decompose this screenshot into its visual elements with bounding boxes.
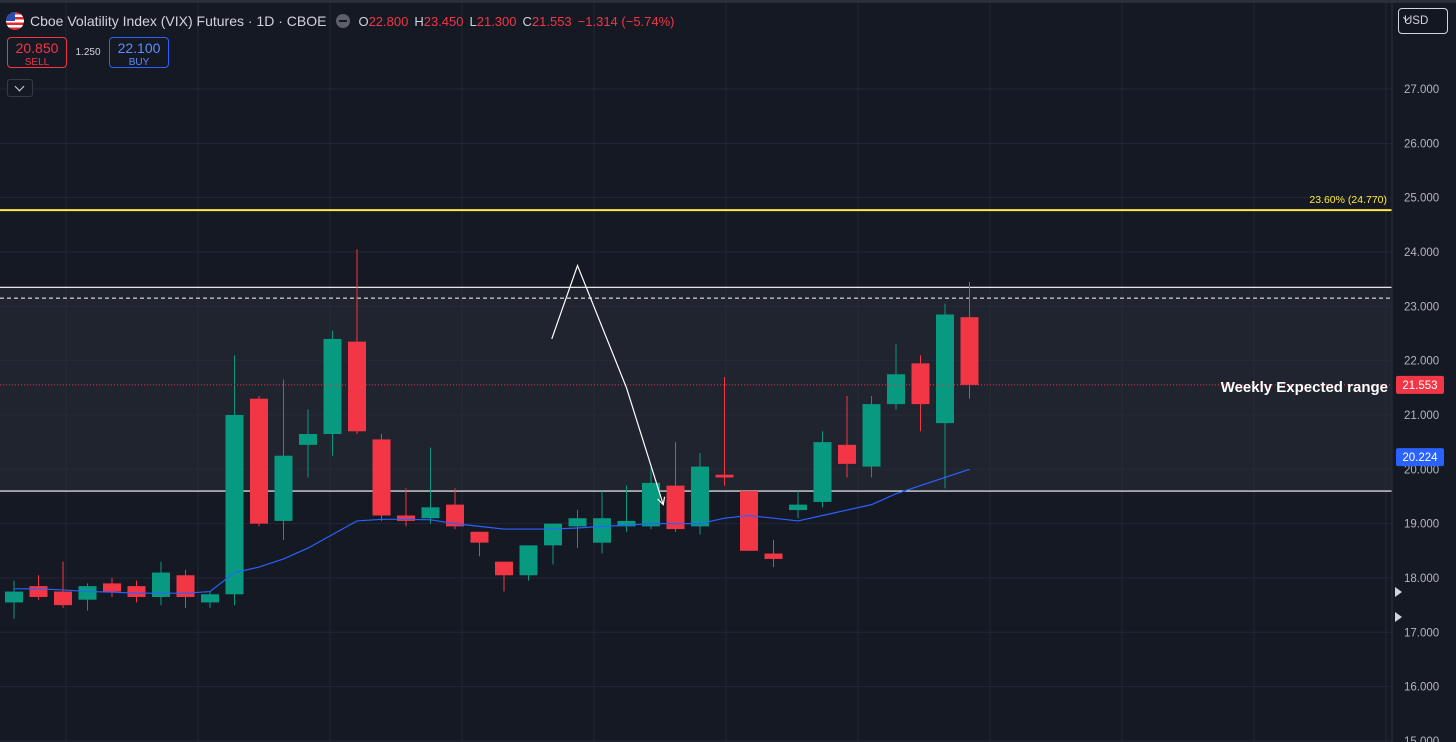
ma-value-tag: 20.224 [1402,452,1438,464]
candlestick-series [5,249,979,619]
price-tick-label: 25.000 [1404,193,1439,205]
candle-down [348,341,366,432]
expected-range-zone [0,286,1392,492]
candle-down [250,398,268,524]
candle-up [617,520,636,527]
projection-arrowhead [657,496,666,506]
sell-price: 20.850 [15,40,59,56]
candle-down [911,363,930,405]
trade-panel: 20.850 SELL 1.250 22.100 BUY [7,37,169,68]
candle-down [838,444,856,464]
currency-label: USD [1404,15,1429,27]
candle-down [397,515,415,521]
close-label: C [522,13,532,29]
price-axis-background [1392,3,1456,742]
buy-label: BUY [128,57,150,68]
range-fill [0,287,1392,492]
price-tick-label: 23.000 [1404,301,1439,313]
projection-path [551,263,664,505]
ma-value-tag-bg [1396,448,1444,467]
price-tick-label: 18.000 [1404,573,1439,585]
candle-down [127,586,146,597]
high-label: H [414,13,424,29]
candle-up [642,482,660,527]
currency-select[interactable]: USD [1398,8,1448,34]
candle-up [421,507,440,519]
us-flag-icon [6,12,24,30]
candle-up [299,433,317,445]
price-tick-label: 20.000 [1404,464,1439,476]
candle-down [495,561,513,576]
change-value: −1.314 (−5.74%) [577,13,675,29]
axis-marker-icon [1395,612,1402,622]
candle-up [544,523,562,546]
candle-up [936,314,954,424]
collapse-button[interactable] [7,79,33,97]
candle-down [715,474,734,478]
price-tick-label: 15.000 [1404,736,1439,742]
high-value: 23.450 [423,13,464,29]
candle-up [225,414,244,595]
buy-button[interactable]: 22.100 BUY [109,37,169,68]
chart-overlays: 23.60% (24.770) Weekly Expected range [0,194,1392,594]
price-tick-label: 24.000 [1404,247,1439,259]
candle-down [372,439,391,516]
fib-level-label: 23.60% (24.770) [1309,194,1387,206]
candle-up [323,338,342,434]
candle-down [176,575,195,597]
buy-price: 22.100 [117,40,161,56]
price-axis: 27.000 26.000 25.000 24.000 23.000 22.000 21.0… [1391,3,1456,742]
candle-up [813,442,832,502]
candle-up [5,591,23,603]
open-label: O [358,13,369,29]
candle-down [960,317,979,385]
symbol-header: Cboe Volatility Index (VIX) Futures · 1D… [6,11,675,31]
candle-up [152,572,170,597]
symbol-title[interactable]: Cboe Volatility Index (VIX) Futures · 1D… [30,13,327,29]
candle-up [691,466,709,527]
last-price-tag: 21.553 [1402,380,1437,392]
candle-down [103,583,121,592]
candle-down [740,491,758,551]
candle-up [862,404,881,467]
chevron-down-icon [14,81,25,92]
axis-marker-icon [1395,587,1402,597]
sell-button[interactable]: 20.850 SELL [7,37,67,68]
close-value: 21.553 [531,13,572,29]
candle-up [887,374,905,405]
candle-up [568,518,587,527]
candle-down [29,586,48,597]
price-tick-label: 19.000 [1404,519,1439,531]
candle-down [54,591,72,606]
low-label: L [469,13,477,29]
candle-up [593,518,611,543]
last-price-tag-bg [1396,375,1444,394]
price-tick-label: 16.000 [1404,682,1439,694]
candle-up [201,594,219,603]
price-tick-label: 21.000 [1404,410,1439,422]
moving-average-line [14,468,970,594]
price-tick-label: 17.000 [1404,627,1439,639]
candle-up [789,504,807,511]
spread-value: 1.250 [75,47,101,58]
top-divider [0,0,1456,3]
candle-up [274,455,293,521]
candle-up [519,545,538,576]
sell-label: SELL [24,57,50,68]
candle-down [470,531,489,543]
price-tick-label: 22.000 [1404,356,1439,368]
price-tick-label: 27.000 [1404,84,1439,96]
market-status-icon[interactable] [336,14,351,28]
candle-down [446,504,464,527]
price-tick-label: 26.000 [1404,138,1439,150]
candle-up [78,586,97,600]
weekly-range-annotation: Weekly Expected range [1221,379,1388,396]
candle-down [666,485,685,530]
low-value: 21.300 [476,13,517,29]
candle-down [764,553,783,559]
open-value: 22.800 [368,13,409,29]
